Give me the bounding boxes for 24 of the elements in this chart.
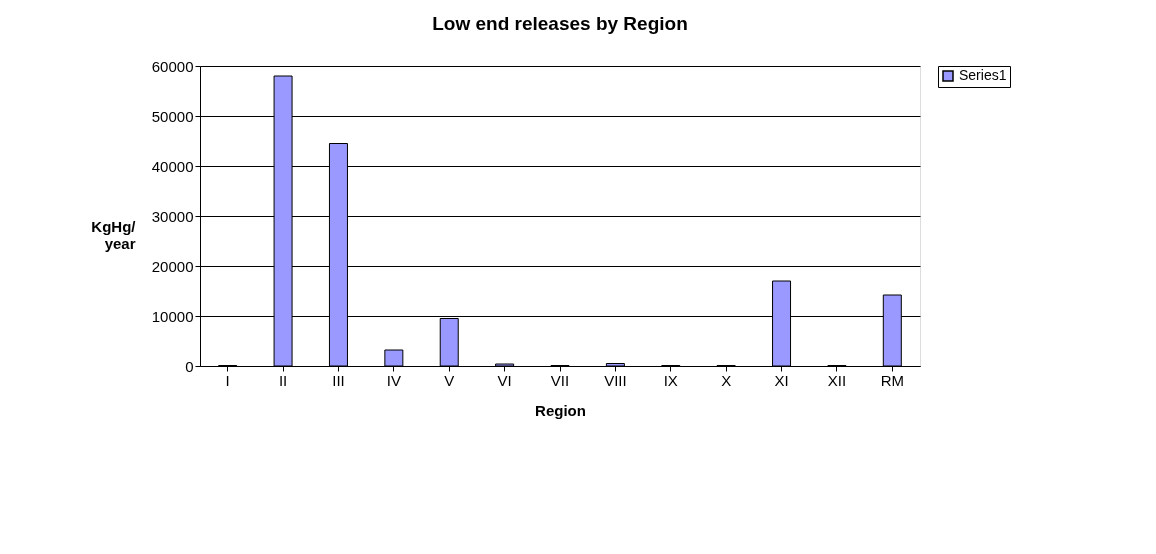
x-tick-label: RM (880, 371, 904, 389)
x-tick-label: I (225, 371, 230, 389)
y-tick-label: 60000 (151, 57, 194, 75)
x-tick-label: VII (550, 371, 570, 389)
x-tick-label: IX (663, 371, 678, 389)
y-tick-label: 20000 (151, 257, 194, 275)
x-tick-label: V (444, 371, 455, 389)
x-tick-label: II (278, 371, 288, 389)
x-tick-label: XI (774, 371, 789, 389)
x-tick-label: III (332, 371, 345, 389)
x-tick-label: X (721, 371, 732, 389)
y-tick-label: 40000 (151, 157, 194, 175)
x-tick-label: VIII (604, 371, 627, 389)
y-tick-label: 50000 (151, 107, 194, 125)
legend-label: Series1 (959, 67, 1007, 83)
y-tick-label: 10000 (151, 307, 194, 325)
y-axis-title: KgHg/ year (91, 217, 137, 252)
x-axis-title: Region (535, 401, 586, 419)
x-tick-label: VI (497, 371, 512, 389)
x-tick-label: XII (827, 371, 847, 389)
y-tick-label: 0 (185, 357, 194, 375)
x-tick-label: IV (386, 371, 401, 389)
y-tick-label: 30000 (151, 207, 194, 225)
chart-title: Low end releases by Region (432, 13, 688, 34)
